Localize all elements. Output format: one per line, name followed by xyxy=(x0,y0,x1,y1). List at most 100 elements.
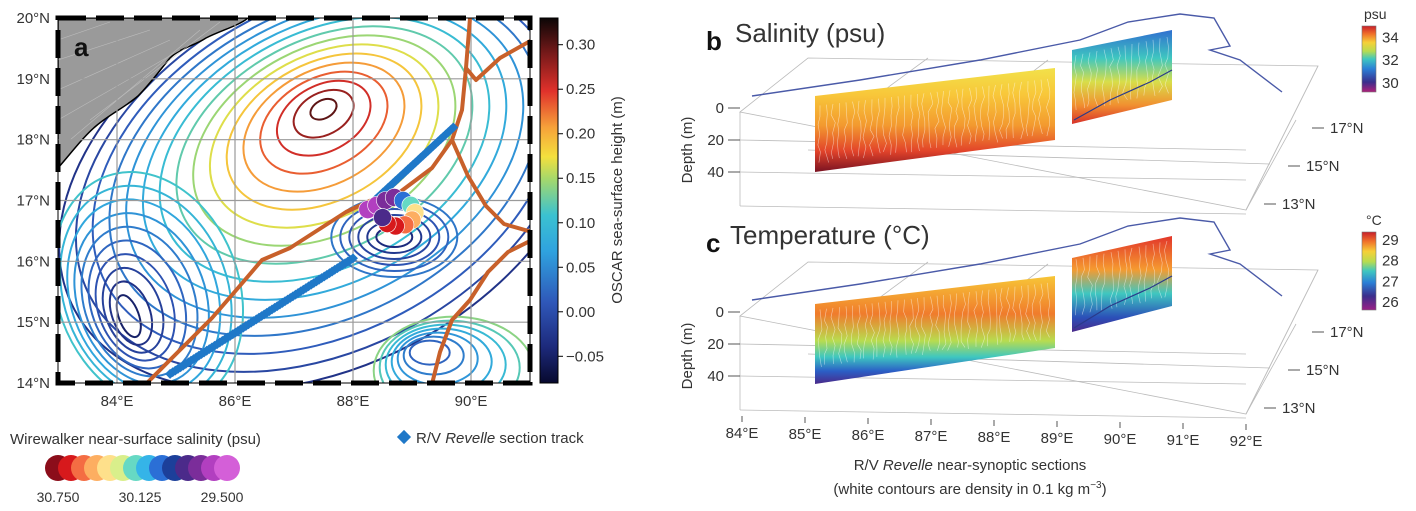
b-density-contour xyxy=(934,91,940,148)
ssh-contour-high xyxy=(125,18,525,319)
c-density-contour xyxy=(882,301,887,358)
ssh-colorbar-ticks: 0.30 0.25 0.20 0.15 0.10 0.05 0.00 −0.05 xyxy=(558,37,604,365)
ssh-contour-high xyxy=(74,18,530,373)
temperature-depth-ticks: 0 20 40 xyxy=(707,304,740,385)
c-density-contour xyxy=(921,297,926,356)
b-density-contour xyxy=(1019,81,1024,139)
b-lat-tick: 13°N xyxy=(1282,196,1316,213)
c-lon-tick: 90°E xyxy=(1104,431,1137,448)
c-density-contour xyxy=(1123,249,1128,306)
ssh-colorbar-label: OSCAR sea-surface height (m) xyxy=(609,96,626,304)
b-density-contour xyxy=(888,97,893,155)
b-density-contour xyxy=(817,105,821,163)
c-density-contour xyxy=(1101,253,1106,311)
b-density-contour xyxy=(1143,41,1149,96)
ssh-colorbar-tick: 0.30 xyxy=(566,37,595,54)
salinity-section-track xyxy=(1073,69,1173,121)
map-x-tick: 90°E xyxy=(455,393,488,410)
ssh-contour-high xyxy=(242,61,406,193)
c-colorbar-tick: 28 xyxy=(1382,253,1399,270)
caption-line-2: (white contours are density in 0.1 kg m−… xyxy=(760,476,1180,500)
c-density-contour xyxy=(1045,282,1051,338)
track-legend-post: section track xyxy=(495,430,584,447)
b-density-contour xyxy=(992,84,999,143)
b-density-contour xyxy=(947,90,953,147)
c-density-contour xyxy=(1080,257,1086,315)
caption-line1-pre: R/V xyxy=(853,457,883,474)
c-lon-tick: 89°E xyxy=(1041,430,1074,447)
ssh-contour-high xyxy=(275,79,372,157)
ssh-contour-low xyxy=(87,239,188,370)
c-density-contour xyxy=(973,291,978,347)
ssh-contour-high xyxy=(259,70,389,175)
ssh-colorbar-tick: 0.20 xyxy=(566,126,595,143)
c-lon-tick: 85°E xyxy=(789,426,822,443)
track-legend-marker xyxy=(396,429,412,445)
c-density-contour xyxy=(1012,286,1017,342)
c-density-contour xyxy=(843,306,848,363)
salinity-colorbar-label: psu xyxy=(1364,6,1387,22)
c-density-contour xyxy=(851,305,855,363)
temperature-coastline xyxy=(751,217,1283,301)
map-axis-ticks: 84°E 86°E 88°E 90°E 14°N 15°N 16°N 17°N 18°N 19°N… xyxy=(16,10,487,410)
c-lat-tick: 15°N xyxy=(1306,362,1340,379)
c-lat-tick: 17°N xyxy=(1330,324,1364,341)
c-density-contour xyxy=(830,307,836,364)
caption-line1-post: near-synoptic sections xyxy=(932,457,1087,474)
ssh-contour-low xyxy=(94,253,176,362)
b-density-contour xyxy=(1122,45,1128,100)
c-density-contour xyxy=(1039,283,1044,341)
panel-label-a: a xyxy=(74,32,89,62)
b-density-contour xyxy=(1031,80,1037,137)
map-y-tick: 17°N xyxy=(16,193,50,210)
ssh-contour-high xyxy=(58,18,530,383)
temperature-colorbar-label: °C xyxy=(1366,212,1382,228)
c-lon-tick: 86°E xyxy=(852,427,885,444)
b-density-contour xyxy=(1101,49,1107,106)
c-density-contour xyxy=(1150,243,1156,299)
b-density-contour xyxy=(979,86,985,141)
c-density-contour xyxy=(941,294,947,351)
b-density-contour xyxy=(910,94,914,153)
ssh-colorbar-tick: 0.15 xyxy=(566,170,595,187)
c-density-contour xyxy=(1087,256,1093,313)
b-density-contour xyxy=(1073,55,1077,110)
c-density-contour xyxy=(1157,242,1163,299)
b-density-contour xyxy=(1157,38,1163,93)
track-legend-label: R/V Revelle section track xyxy=(416,430,584,447)
ssh-contour-low xyxy=(58,171,245,383)
ssh-colorbar-tick: 0.10 xyxy=(566,215,595,232)
ssh-contour-eddy xyxy=(357,214,432,260)
c-lat-tick: 13°N xyxy=(1282,400,1316,417)
ssh-contour-eddy xyxy=(348,208,441,266)
ssh-colorbar-tick: 0.00 xyxy=(566,304,595,321)
b-density-contour xyxy=(1094,50,1099,108)
wirewalker-legend-labels: 30.750 30.125 29.500 xyxy=(37,489,244,505)
map-y-tick: 16°N xyxy=(16,253,50,270)
c-density-contour xyxy=(980,290,986,348)
ssh-contour-south xyxy=(396,331,479,383)
c-colorbar-tick: 26 xyxy=(1382,294,1399,311)
land-mass xyxy=(58,18,250,170)
c-density-contour xyxy=(935,295,940,351)
c-colorbar-tick: 29 xyxy=(1382,232,1399,249)
b-density-contour xyxy=(960,88,966,146)
b-density-contour xyxy=(1005,83,1010,139)
map-y-tick: 15°N xyxy=(16,314,50,331)
b-density-contour xyxy=(869,99,875,157)
c-density-contour xyxy=(914,298,921,353)
b-density-contour xyxy=(857,100,862,157)
track-legend-italic: Revelle xyxy=(445,430,495,447)
b-density-contour xyxy=(824,104,829,163)
c-density-contour xyxy=(927,296,934,351)
b-density-contour xyxy=(1025,81,1030,137)
panel-label-c: c xyxy=(706,228,720,258)
c-density-contour xyxy=(967,291,971,349)
b-density-contour xyxy=(1136,42,1141,99)
c-depth-tick: 20 xyxy=(707,336,724,353)
ssh-contour-low xyxy=(66,198,222,383)
c-density-contour xyxy=(856,304,862,359)
c-density-contour xyxy=(960,292,966,348)
b-density-contour xyxy=(862,100,867,159)
